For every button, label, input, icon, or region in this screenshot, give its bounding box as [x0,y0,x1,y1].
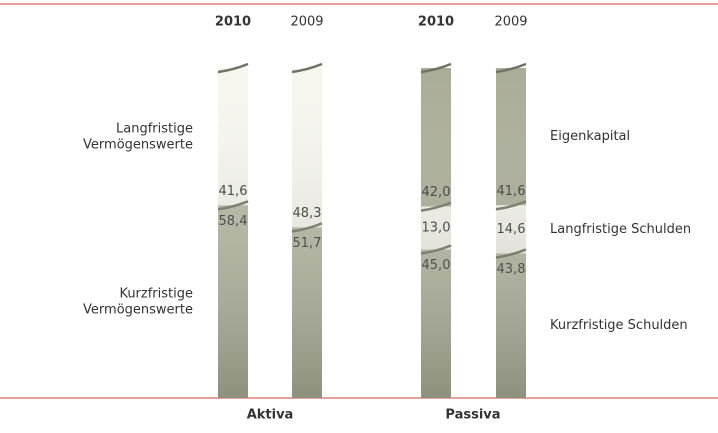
group-label: Aktiva [247,408,294,423]
series-label-line: Langfristige [116,121,193,136]
column-header: 2009 [494,15,527,30]
column-header: 2010 [215,15,251,30]
value-label: 14,6 [497,222,526,237]
series-label: Langfristige Schulden [550,222,691,237]
value-label: 41,6 [497,184,526,199]
value-label: 45,0 [422,258,451,273]
series-label-line: Vermögenswerte [83,137,193,152]
series-label-line: Vermögenswerte [83,302,193,317]
column-header: 2010 [418,15,454,30]
value-label: 43,8 [497,262,526,277]
group-label: Passiva [445,408,500,423]
value-label: 41,6 [219,184,248,199]
bar-segment [292,68,322,228]
value-label: 51,7 [293,236,322,251]
value-label: 58,4 [219,214,248,229]
series-label: Eigenkapital [550,129,630,144]
series-label: Kurzfristige Schulden [550,318,688,333]
series-label-line: Kurzfristige [119,286,193,301]
bar-segment [292,227,322,398]
value-label: 13,0 [422,221,451,236]
value-label: 42,0 [422,185,451,200]
column-header: 2009 [290,15,323,30]
series-label: Langfristige Vermögenswerte [83,121,193,152]
bar-segment [218,205,248,398]
series-label: Kurzfristige Vermögenswerte [83,286,193,317]
value-label: 48,3 [293,206,322,221]
